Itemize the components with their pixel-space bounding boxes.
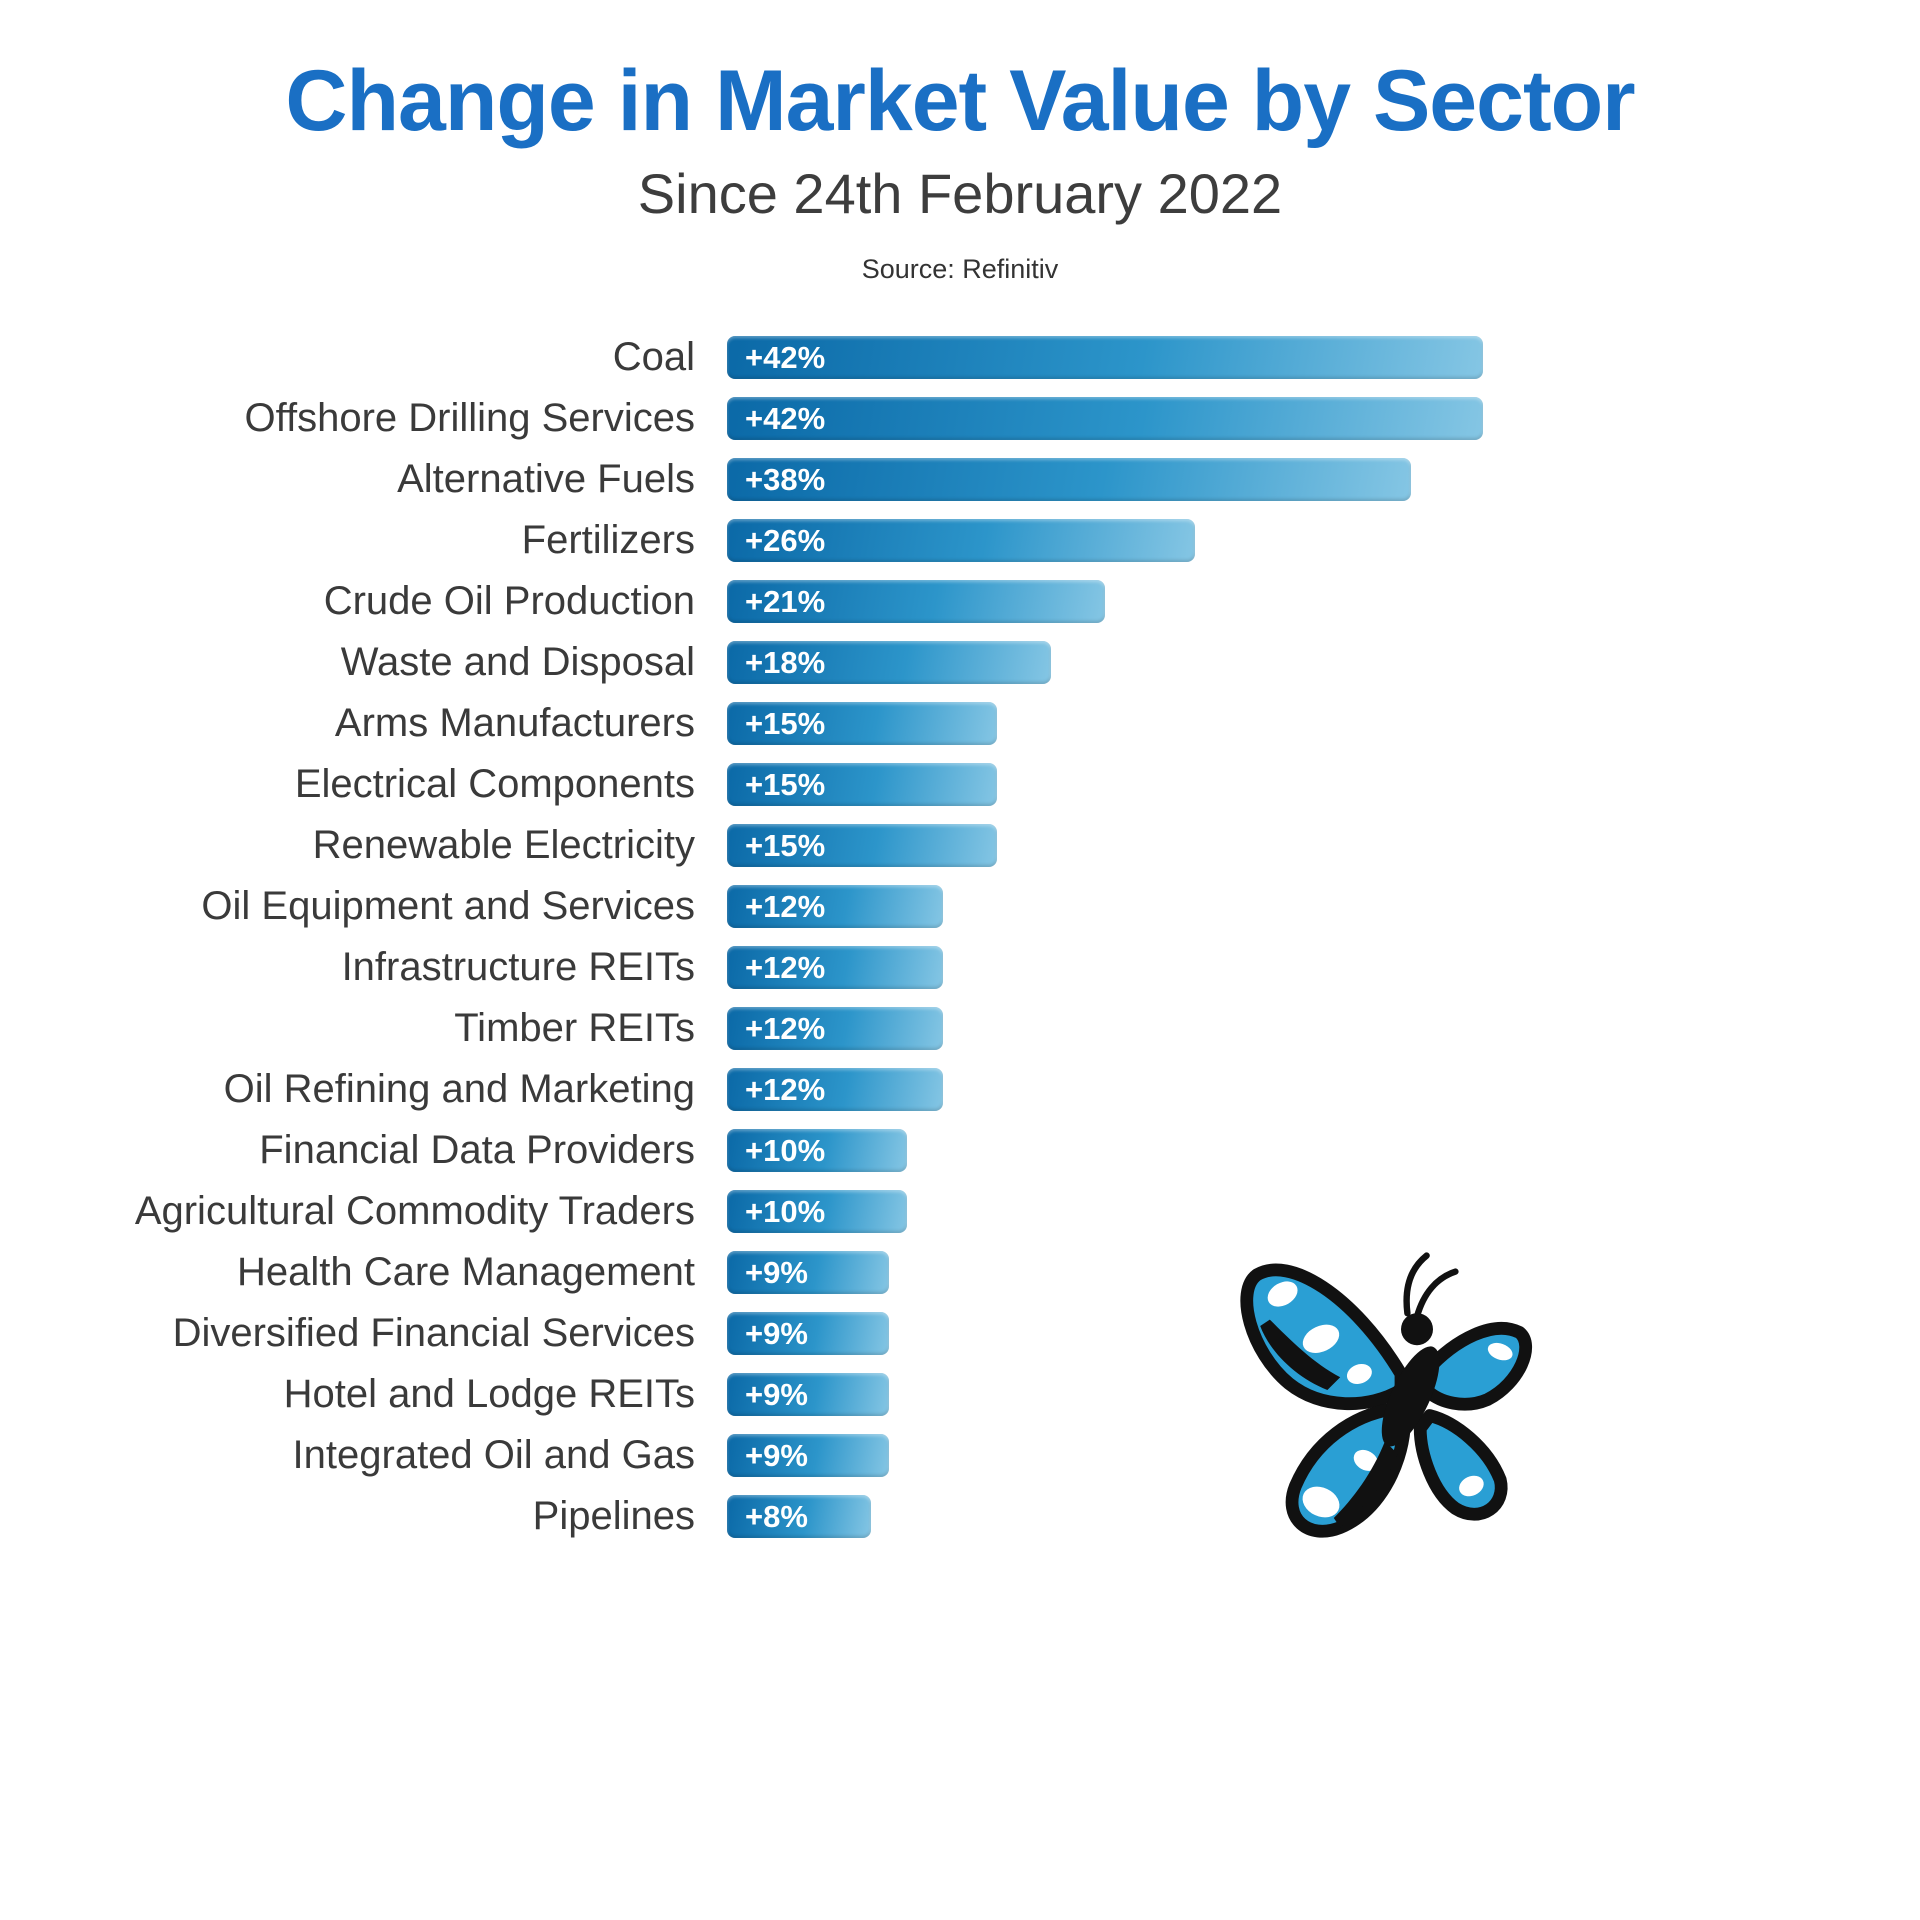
value-label: +15% [745, 705, 826, 741]
bar-row: Fertilizers +26% [0, 510, 1920, 571]
value-label: +42% [745, 339, 826, 375]
category-label: Diversified Financial Services [172, 1311, 695, 1355]
value-label: +9% [745, 1376, 808, 1412]
bar-row: Crude Oil Production +21% [0, 571, 1920, 632]
bar-row: Oil Equipment and Services +12% [0, 876, 1920, 937]
bar-row: Health Care Management +9% [0, 1242, 1920, 1303]
category-label: Alternative Fuels [397, 457, 695, 501]
bar-row: Waste and Disposal +18% [0, 632, 1920, 693]
bar-row: Infrastructure REITs +12% [0, 937, 1920, 998]
value-bar: +12% [727, 1068, 943, 1111]
value-bar: +10% [727, 1129, 907, 1172]
value-bar: +42% [727, 397, 1483, 440]
bar-row: Agricultural Commodity Traders +10% [0, 1181, 1920, 1242]
bar-row: Alternative Fuels +38% [0, 449, 1920, 510]
value-bar: +18% [727, 641, 1051, 684]
bar-row: Renewable Electricity +15% [0, 815, 1920, 876]
value-label: +9% [745, 1254, 808, 1290]
bar-row: Coal +42% [0, 327, 1920, 388]
category-label: Offshore Drilling Services [244, 396, 695, 440]
category-label: Pipelines [532, 1494, 695, 1538]
category-label: Electrical Components [294, 762, 695, 806]
category-label: Fertilizers [521, 518, 695, 562]
value-bar: +12% [727, 885, 943, 928]
source-note: Source: Refinitiv [861, 254, 1059, 284]
category-label: Infrastructure REITs [341, 945, 695, 989]
value-label: +9% [745, 1315, 808, 1351]
value-label: +42% [745, 400, 826, 436]
value-label: +10% [745, 1132, 826, 1168]
category-label: Coal [612, 335, 695, 379]
value-bar: +15% [727, 702, 997, 745]
value-bar: +12% [727, 946, 943, 989]
category-label: Renewable Electricity [312, 823, 695, 867]
category-label: Integrated Oil and Gas [292, 1433, 695, 1477]
category-label: Agricultural Commodity Traders [134, 1189, 695, 1233]
value-label: +38% [745, 461, 826, 497]
value-label: +26% [745, 522, 826, 558]
value-bar: +38% [727, 458, 1411, 501]
value-bar: +15% [727, 763, 997, 806]
bar-row: Arms Manufacturers +15% [0, 693, 1920, 754]
value-bar: +9% [727, 1312, 889, 1355]
page-subtitle: Since 24th February 2022 [637, 162, 1283, 225]
value-label: +12% [745, 949, 826, 985]
category-label: Oil Refining and Marketing [223, 1067, 695, 1111]
bar-row: Electrical Components +15% [0, 754, 1920, 815]
value-bar: +8% [727, 1495, 871, 1538]
bar-row: Offshore Drilling Services +42% [0, 388, 1920, 449]
category-label: Crude Oil Production [323, 579, 695, 623]
value-bar: +9% [727, 1373, 889, 1416]
value-label: +21% [745, 583, 826, 619]
bar-chart: Coal +42% Offshore Drilling Services +42… [0, 327, 1920, 1547]
bar-row: Oil Refining and Marketing +12% [0, 1059, 1920, 1120]
value-bar: +9% [727, 1251, 889, 1294]
value-label: +10% [745, 1193, 826, 1229]
butterfly-logo [1240, 1252, 1532, 1538]
value-label: +15% [745, 827, 826, 863]
category-label: Timber REITs [454, 1006, 695, 1050]
value-bar: +21% [727, 580, 1105, 623]
value-bar: +26% [727, 519, 1195, 562]
bar-row: Hotel and Lodge REITs +9% [0, 1364, 1920, 1425]
value-bar: +42% [727, 336, 1483, 379]
value-bar: +9% [727, 1434, 889, 1477]
value-bar: +12% [727, 1007, 943, 1050]
value-label: +8% [745, 1498, 808, 1534]
category-label: Waste and Disposal [340, 640, 695, 684]
category-label: Hotel and Lodge REITs [283, 1372, 695, 1416]
value-label: +15% [745, 766, 826, 802]
bar-row: Pipelines +8% [0, 1486, 1920, 1547]
value-bar: +15% [727, 824, 997, 867]
value-label: +12% [745, 1071, 826, 1107]
value-label: +12% [745, 1010, 826, 1046]
category-label: Arms Manufacturers [334, 701, 695, 745]
category-label: Financial Data Providers [259, 1128, 695, 1172]
value-label: +9% [745, 1437, 808, 1473]
category-label: Oil Equipment and Services [201, 884, 695, 928]
category-label: Health Care Management [236, 1250, 695, 1294]
bar-row: Financial Data Providers +10% [0, 1120, 1920, 1181]
bar-row: Integrated Oil and Gas +9% [0, 1425, 1920, 1486]
value-bar: +10% [727, 1190, 907, 1233]
chart-header: Change in Market Value by Sector Since 2… [0, 0, 1920, 285]
value-label: +18% [745, 644, 826, 680]
bar-row: Timber REITs +12% [0, 998, 1920, 1059]
value-label: +12% [745, 888, 826, 924]
bar-row: Diversified Financial Services +9% [0, 1303, 1920, 1364]
page-title: Change in Market Value by Sector [285, 53, 1635, 149]
